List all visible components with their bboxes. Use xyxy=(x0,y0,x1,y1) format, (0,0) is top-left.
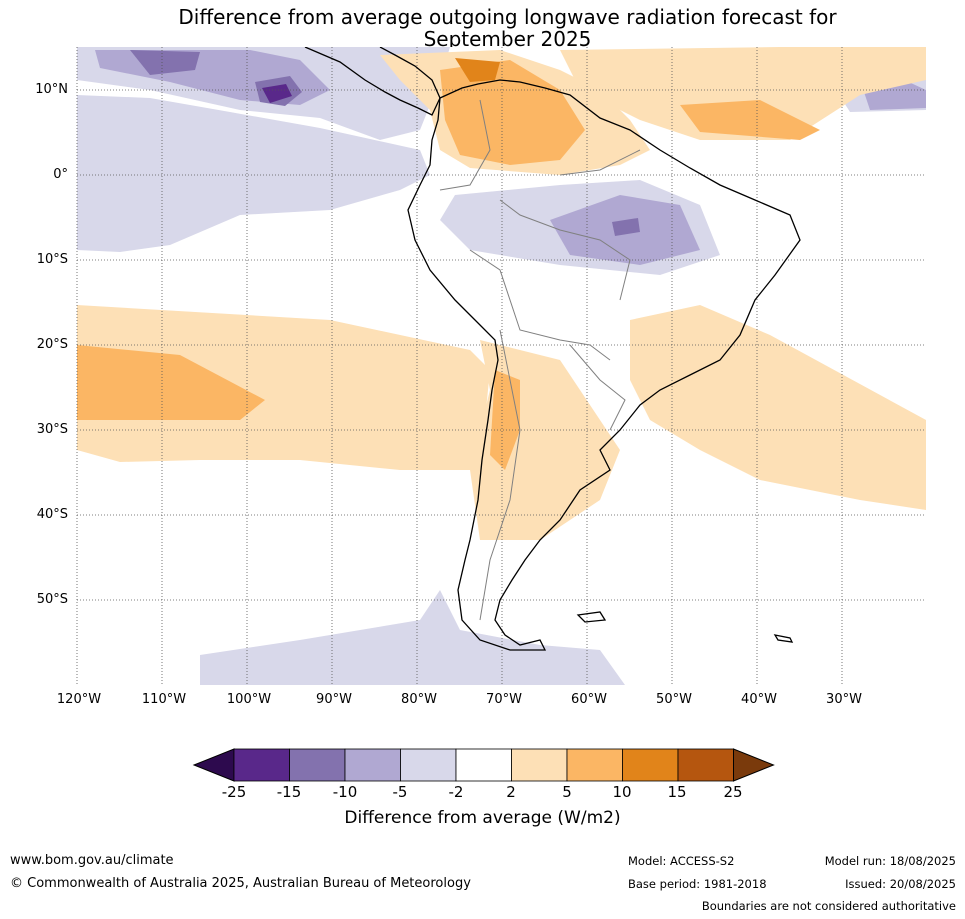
positive-anomaly-subtropical-pacific-medium xyxy=(77,345,265,420)
central-america-coast xyxy=(304,47,441,116)
colorbar-segment xyxy=(677,748,734,782)
anomaly-shading xyxy=(77,47,926,685)
lon-label: 100°W xyxy=(226,692,272,707)
base-period-text: Base period: 1981-2018 xyxy=(628,877,767,891)
lon-label: 70°W xyxy=(486,692,522,707)
lat-label: 10°N xyxy=(35,82,68,97)
lon-label: 120°W xyxy=(56,692,102,707)
positive-anomaly-atlantic-north xyxy=(560,47,926,140)
colorbar-segment xyxy=(233,748,290,782)
colorbar-segment xyxy=(289,748,346,782)
falklands xyxy=(576,611,607,623)
south-georgia xyxy=(773,634,794,643)
positive-anomaly-south-atlantic xyxy=(630,305,926,510)
colorbar-extend-max xyxy=(733,748,775,782)
colorbar-tick: -5 xyxy=(392,783,408,801)
lat-label: 50°S xyxy=(36,592,68,607)
model-run-text: Model run: 18/08/2025 xyxy=(824,854,956,868)
colorbar-segment xyxy=(400,748,457,782)
copyright-text: © Commonwealth of Australia 2025, Austra… xyxy=(10,876,471,891)
positive-anomaly-venezuela-strong xyxy=(455,58,500,82)
colorbar-tick: 2 xyxy=(506,783,516,801)
colorbar-tick: -25 xyxy=(221,783,247,801)
negative-anomaly-core-peak xyxy=(262,84,292,103)
colorbar-tick: 25 xyxy=(723,783,743,801)
lat-label: 30°S xyxy=(36,422,68,437)
colorbar-segment xyxy=(344,748,401,782)
negative-anomaly-north-pacific-strong xyxy=(130,50,200,75)
negative-anomaly-tropical-pacific xyxy=(77,95,430,252)
boundaries-disclaimer: Boundaries are not considered authoritat… xyxy=(701,899,956,913)
lon-label: 110°W xyxy=(141,692,187,707)
colorbar-tick: 5 xyxy=(562,783,572,801)
lon-label: 50°W xyxy=(656,692,692,707)
lon-label: 30°W xyxy=(826,692,862,707)
positive-anomaly-subtropical-pacific xyxy=(77,305,490,470)
lat-label: 20°S xyxy=(36,337,68,352)
colorbar-segment xyxy=(511,748,568,782)
colorbar-tick: -15 xyxy=(276,783,302,801)
graticule xyxy=(76,47,926,685)
colorbar-tick: -10 xyxy=(332,783,358,801)
lat-label: 10°S xyxy=(36,252,68,267)
lon-label: 90°W xyxy=(316,692,352,707)
colorbar-tick: 15 xyxy=(667,783,687,801)
coastlines xyxy=(304,47,801,651)
positive-anomaly-atlantic-north-medium xyxy=(680,100,820,140)
negative-anomaly-southern-ocean xyxy=(200,590,625,685)
website-link[interactable]: www.bom.gov.au/climate xyxy=(10,853,174,868)
model-text: Model: ACCESS-S2 xyxy=(628,854,735,868)
chart-title-line-1: Difference from average outgoing longwav… xyxy=(178,5,837,29)
colorbar-tick: -2 xyxy=(448,783,464,801)
issued-text: Issued: 20/08/2025 xyxy=(845,877,956,891)
positive-anomaly-north-south-america-medium xyxy=(440,60,585,165)
lon-label: 80°W xyxy=(401,692,437,707)
colorbar xyxy=(192,748,775,782)
lon-label: 60°W xyxy=(571,692,607,707)
colorbar-label: Difference from average (W/m2) xyxy=(344,808,621,828)
colorbar-tick: 10 xyxy=(612,783,632,801)
colorbar-segment xyxy=(566,748,623,782)
negative-anomaly-brazil-strong xyxy=(612,218,640,236)
lat-label: 40°S xyxy=(36,507,68,522)
country-boundaries xyxy=(439,99,641,621)
anomaly-map xyxy=(76,47,926,685)
colorbar-segment xyxy=(622,748,679,782)
lat-label: 0° xyxy=(53,167,68,182)
chart-title-line-2: September 2025 xyxy=(423,27,592,51)
lon-label: 40°W xyxy=(741,692,777,707)
colorbar-segment xyxy=(455,748,512,782)
colorbar-extend-min xyxy=(192,748,235,782)
south-america-coast xyxy=(407,79,801,651)
